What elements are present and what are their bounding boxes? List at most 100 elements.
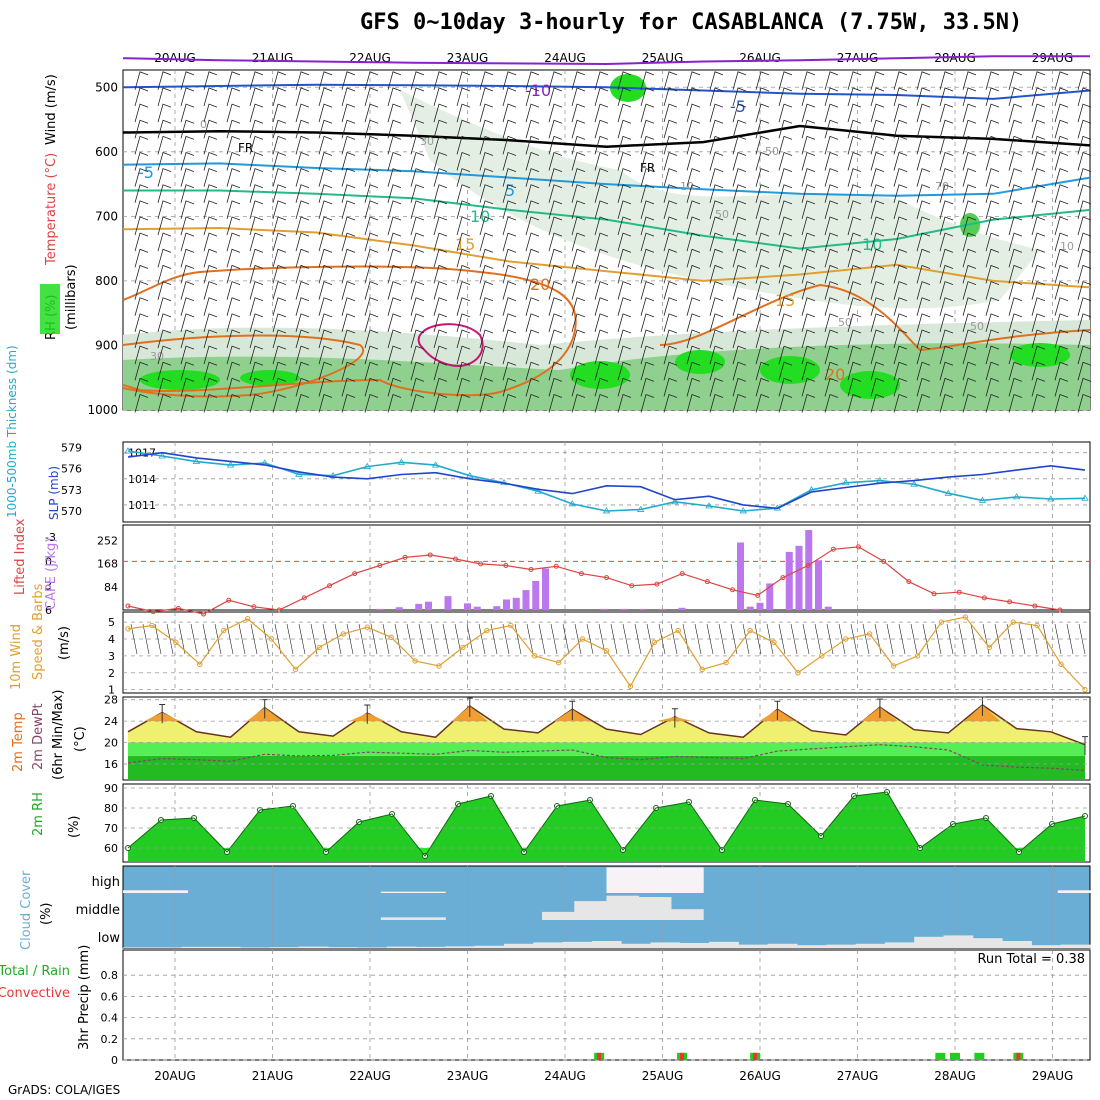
- wind-barb: [939, 200, 954, 220]
- wind-barb: [801, 329, 816, 349]
- wind-barb: [295, 345, 310, 365]
- wind-barb: [985, 216, 1000, 236]
- wind-barb: [709, 232, 724, 252]
- wind-barb: [249, 71, 264, 90]
- wind-barb: [732, 313, 747, 332]
- wind-barb: [916, 394, 931, 413]
- wind-barb: [502, 232, 517, 252]
- wind-barb: [226, 394, 241, 413]
- wind-barb: [985, 394, 1000, 413]
- temp-minmax-bar: [159, 703, 166, 724]
- cloud-low-cell: [1002, 941, 1032, 948]
- wind-barb: [364, 87, 379, 107]
- wind-barb: [479, 103, 494, 123]
- wind-barb: [939, 216, 954, 236]
- wind-barb: [203, 200, 218, 220]
- cape-tick: 168: [97, 558, 118, 571]
- wind-barb: [180, 329, 195, 349]
- cloud-low-cell: [855, 943, 886, 948]
- thickness-marker: [636, 505, 645, 512]
- wind-barb: [893, 168, 908, 187]
- wind-barb: [548, 329, 563, 349]
- thickness-marker: [910, 480, 918, 487]
- wind-barb: [778, 184, 793, 203]
- wind-barb: [525, 248, 540, 268]
- wind-barb: [295, 103, 310, 123]
- wind-barb: [180, 151, 195, 171]
- wind-barb: [939, 168, 954, 187]
- wind-barb: [1031, 394, 1046, 413]
- cape-bar: [639, 608, 647, 610]
- isotherm-line: [122, 226, 1091, 289]
- wind-barb: [410, 119, 425, 139]
- wind-barb: [870, 313, 885, 332]
- wind-barb: [157, 184, 172, 203]
- wind-barb: [663, 329, 678, 349]
- li-tick: 6: [45, 604, 52, 617]
- wind-barb: [870, 264, 885, 284]
- wind-barb: [203, 232, 218, 252]
- wind-barb: [755, 248, 770, 268]
- wind-barb: [456, 377, 471, 397]
- wind-barb: [1008, 151, 1023, 171]
- wind-barb: [548, 135, 563, 155]
- wind-barb: [433, 151, 448, 171]
- wind-barb: [249, 119, 264, 139]
- wind-barb: [502, 377, 517, 397]
- wind-barb: [870, 200, 885, 220]
- wind-barb: [410, 281, 425, 300]
- wind-barb: [295, 119, 310, 139]
- wind-barb: [479, 119, 494, 139]
- wind-barb: [893, 329, 908, 349]
- wind-barb: [778, 71, 793, 90]
- wind-barb: [686, 200, 701, 220]
- wind-barb: [824, 394, 839, 413]
- wind-barb: [479, 313, 494, 332]
- wind-barb: [456, 232, 471, 252]
- wind-barb: [732, 394, 747, 413]
- cloud-low-cell: [709, 941, 739, 948]
- wind-barb: [410, 151, 425, 171]
- wind-barb: [1031, 329, 1046, 349]
- wind-barb: [640, 394, 655, 413]
- thickness-marker: [397, 458, 406, 465]
- wind-barb: [801, 184, 816, 203]
- wind-barb: [870, 216, 885, 236]
- thickness-marker: [158, 452, 166, 459]
- wind-barb: [1077, 345, 1092, 365]
- wind-barb: [1031, 248, 1046, 268]
- pressure-tick: 900: [95, 338, 118, 352]
- cloud-low-cell: [357, 947, 388, 948]
- wind-barb: [525, 119, 540, 139]
- precip-tick: 0: [111, 1054, 118, 1067]
- wind-barb: [548, 345, 563, 365]
- wind10-barb: [130, 623, 138, 655]
- temp-tick: 16: [104, 758, 118, 771]
- wind-barb: [755, 329, 770, 349]
- wind-barb: [272, 297, 287, 316]
- wind-barb: [548, 103, 563, 123]
- wind-barb: [870, 232, 885, 252]
- wind-barb: [709, 184, 724, 203]
- wind-barb: [157, 168, 172, 187]
- wind-barb: [640, 264, 655, 284]
- wind-barb: [525, 329, 540, 349]
- wind-barb: [387, 329, 402, 349]
- cape-tick: 252: [97, 534, 118, 547]
- isotherm-20: [659, 283, 1091, 352]
- wind-barb: [341, 297, 356, 316]
- wind-barb: [318, 361, 333, 381]
- wind-barb: [1077, 248, 1092, 268]
- wind-barb: [203, 135, 218, 155]
- wind-barb: [801, 168, 816, 187]
- wind-barb: [893, 361, 908, 381]
- wind-barb: [548, 394, 563, 413]
- wind-barb: [318, 232, 333, 252]
- contour-label: 10: [862, 235, 882, 254]
- pressure-tick: 500: [95, 80, 118, 94]
- contour-label: 0: [200, 118, 207, 131]
- wind-barb: [157, 87, 172, 107]
- wind-barb: [295, 329, 310, 349]
- wind-barb: [870, 248, 885, 268]
- wind-barb: [594, 329, 609, 349]
